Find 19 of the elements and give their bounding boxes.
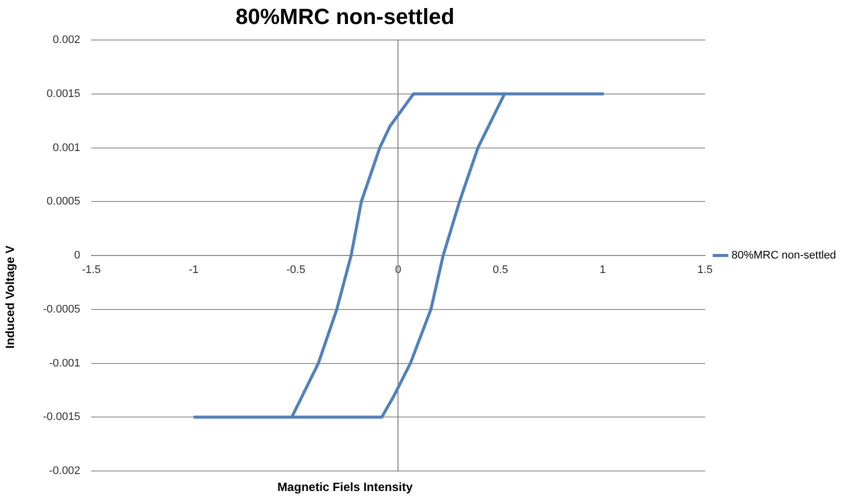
y-tick-label: 0.001 [52, 142, 80, 154]
y-tick-label: 0.0015 [46, 88, 80, 100]
y-tick-label: 0.002 [52, 34, 80, 46]
x-tick-label: 0.5 [492, 264, 508, 276]
y-tick-label: 0 [74, 250, 80, 262]
x-tick-label: 1.5 [697, 264, 713, 276]
x-tick-label: -1.5 [82, 264, 101, 276]
legend-label: 80%MRC non-settled [732, 250, 836, 262]
y-tick-label: -0.0005 [42, 303, 80, 316]
y-axis-title: Induced Voltage V [3, 244, 17, 351]
chart-title: 80%MRC non-settled [234, 4, 456, 30]
y-tick-label: -0.001 [49, 357, 80, 370]
x-axis-title: Magnetic Fiels Intensity [276, 480, 414, 494]
y-tick-label: 0.0005 [46, 196, 80, 208]
x-tick-label: -0.5 [286, 264, 306, 276]
y-tick-label: -0.002 [49, 465, 80, 478]
x-tick-label: -1 [188, 264, 198, 276]
y-tick-label: -0.0015 [42, 411, 80, 424]
x-tick-label: 1 [600, 264, 606, 276]
